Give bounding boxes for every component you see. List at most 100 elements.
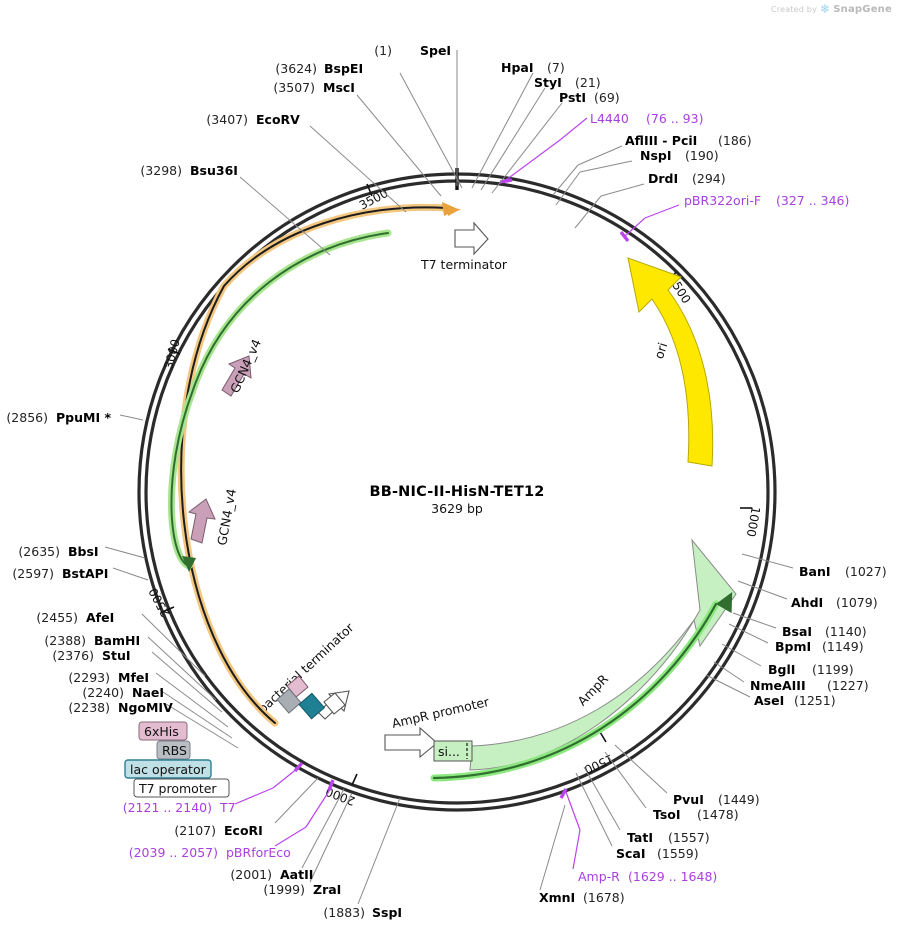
primer-name: Amp-R <box>578 869 620 884</box>
feature-callout-t7-promoter[interactable]: T7 promoter <box>133 778 230 798</box>
enzyme-pos: (2388) <box>44 633 86 648</box>
feature-callout-rbs[interactable]: RBS <box>156 740 191 760</box>
enzyme-name: BspEI <box>324 61 363 76</box>
primer-label-t7[interactable]: (2121 .. 2140) T7 <box>123 800 236 815</box>
feature-si-box[interactable]: si... <box>433 740 473 762</box>
enzyme-pos: (1449) <box>718 792 760 807</box>
enzyme-label-zrai[interactable]: (1999) ZraI <box>263 882 341 897</box>
enzyme-pos: (2376) <box>52 648 94 663</box>
feature-gcn4-v4-upper[interactable]: GCN4_v4 <box>221 337 264 397</box>
enzyme-pos: (69) <box>594 90 620 105</box>
enzyme-label-naei[interactable]: (2240) NaeI <box>82 685 164 700</box>
enzyme-name: NaeI <box>132 685 164 700</box>
primer-label-l4440[interactable]: L4440 (76 .. 93) <box>590 111 703 126</box>
feature-callout-label: RBS <box>162 743 187 758</box>
enzyme-pos: (2856) <box>6 410 48 425</box>
enzyme-label-nmeaiii[interactable]: NmeAIII (1227) <box>750 678 869 693</box>
feature-t7-promoter-box[interactable] <box>323 692 346 715</box>
feature-label-gcn4-v4-lower: GCN4_v4 <box>214 487 239 546</box>
feature-ori[interactable]: ori <box>627 257 714 467</box>
enzyme-label-asei[interactable]: AseI (1251) <box>754 693 836 708</box>
feature-callout-label: T7 promoter <box>138 781 217 796</box>
feature-callout-6xhis[interactable]: 6xHis <box>138 721 188 741</box>
primer-label-pbr322ori-f[interactable]: pBR322ori-F (327 .. 346) <box>684 193 849 208</box>
enzyme-name: StuI <box>102 648 131 663</box>
enzyme-name: HpaI <box>501 60 534 75</box>
primer-name: pBRforEco <box>226 845 291 860</box>
enzyme-label-nspi[interactable]: NspI (190) <box>640 148 719 163</box>
enzyme-label-psti[interactable]: PstI (69) <box>559 90 620 105</box>
enzyme-pos: (2635) <box>18 544 60 559</box>
enzyme-label-bbsi[interactable]: (2635) BbsI <box>18 544 98 559</box>
enzyme-label-bgli[interactable]: BglI (1199) <box>768 662 854 677</box>
enzyme-pos: (7) <box>547 60 565 75</box>
primer-label-pbrforeco[interactable]: (2039 .. 2057) pBRforEco <box>129 845 291 860</box>
feature-t7-terminator[interactable]: T7 terminator <box>420 221 508 272</box>
watermark-brand: SnapGene <box>833 3 892 15</box>
enzyme-label-scai[interactable]: ScaI (1559) <box>616 846 699 861</box>
primer-range: (2121 .. 2140) <box>123 800 212 815</box>
enzyme-label-afei[interactable]: (2455) AfeI <box>36 610 114 625</box>
enzyme-pos: (2240) <box>82 685 124 700</box>
feature-rbs-box[interactable] <box>276 688 302 714</box>
enzyme-label-bsu36i[interactable]: (3298) Bsu36I <box>140 163 238 178</box>
enzyme-label-msci[interactable]: (3507) MscI <box>273 80 355 95</box>
enzyme-pos: (2293) <box>68 670 110 685</box>
enzyme-label-ngomiv[interactable]: (2238) NgoMIV <box>68 700 173 715</box>
enzyme-label-tati[interactable]: TatI (1557) <box>627 830 710 845</box>
feature-callout-lac-operator[interactable]: lac operator <box>124 759 212 779</box>
enzyme-label-aatii[interactable]: (2001) AatII <box>230 867 313 882</box>
enzyme-pos: (1) <box>374 43 392 58</box>
enzyme-name: PvuI <box>673 792 704 807</box>
enzyme-name: BpmI <box>775 639 811 654</box>
primer-range: (2039 .. 2057) <box>129 845 218 860</box>
enzyme-label-ahdi[interactable]: AhdI (1079) <box>791 595 878 610</box>
primer-range: (76 .. 93) <box>646 111 703 126</box>
enzyme-pos: (21) <box>575 75 601 90</box>
enzyme-label-styi[interactable]: StyI (21) <box>534 75 601 90</box>
enzyme-label-bani[interactable]: BanI (1027) <box>799 564 887 579</box>
enzyme-pos: (1883) <box>323 905 365 920</box>
feature-lac-operator-box[interactable] <box>298 692 326 720</box>
primer-tick-amp-r <box>559 788 568 799</box>
enzyme-name: AflIII - PciI <box>625 133 697 148</box>
enzyme-name: AhdI <box>791 595 823 610</box>
enzyme-pos: (2597) <box>12 566 54 581</box>
enzyme-label-ecori[interactable]: (2107) EcoRI <box>174 823 262 838</box>
enzyme-pos: (1199) <box>812 662 854 677</box>
enzyme-label-mfei[interactable]: (2293) MfeI <box>68 670 149 685</box>
enzyme-label-afliii-pcii[interactable]: AflIII - PciI (186) <box>625 133 752 148</box>
enzyme-pos: (1559) <box>657 846 699 861</box>
enzyme-label-bstapi[interactable]: (2597) BstAPI <box>12 566 108 581</box>
enzyme-name: SpeI <box>420 43 451 58</box>
enzyme-label-sspi[interactable]: (1883) SspI <box>323 905 402 920</box>
enzyme-pos: (2455) <box>36 610 78 625</box>
insert-arc-orange <box>177 202 461 727</box>
enzyme-label-ecorv[interactable]: (3407) EcoRV <box>206 112 300 127</box>
enzyme-label-bpmi[interactable]: BpmI (1149) <box>775 639 864 654</box>
enzyme-label-bsai[interactable]: BsaI (1140) <box>782 624 867 639</box>
enzyme-label-bamhi[interactable]: (2388) BamHI <box>44 633 140 648</box>
enzyme-pos: (294) <box>692 171 726 186</box>
enzyme-label-bspei[interactable]: (3624) BspEI <box>275 61 363 76</box>
enzyme-label-hpai[interactable]: HpaI (7) <box>501 60 565 75</box>
enzyme-name: BamHI <box>94 633 140 648</box>
enzyme-label-stui[interactable]: (2376) StuI <box>52 648 130 663</box>
enzyme-label-spei[interactable]: (1) SpeI <box>374 43 451 58</box>
enzyme-name: NgoMIV <box>118 700 173 715</box>
primer-label-amp-r[interactable]: Amp-R (1629 .. 1648) <box>578 869 717 884</box>
enzyme-label-ppumi[interactable]: (2856) PpuMI * <box>6 410 111 425</box>
feature-gcn4-v4-lower[interactable]: GCN4_v4 <box>187 487 239 547</box>
enzyme-name: BsaI <box>782 624 812 639</box>
enzyme-pos: (1027) <box>845 564 887 579</box>
enzyme-label-pvui[interactable]: PvuI (1449) <box>673 792 760 807</box>
enzyme-pos: (1557) <box>668 830 710 845</box>
feature-label-si: si... <box>438 744 460 759</box>
enzyme-name: TsoI <box>653 807 681 822</box>
enzyme-label-xmni[interactable]: XmnI (1678) <box>539 890 625 905</box>
feature-label-ampr-promoter: AmpR promoter <box>390 694 491 731</box>
enzyme-label-tsoi[interactable]: TsoI (1478) <box>653 807 739 822</box>
primer-name: pBR322ori-F <box>684 193 761 208</box>
enzyme-label-drdi[interactable]: DrdI (294) <box>648 171 726 186</box>
ruler-tick-2500: 2500 <box>146 586 173 620</box>
